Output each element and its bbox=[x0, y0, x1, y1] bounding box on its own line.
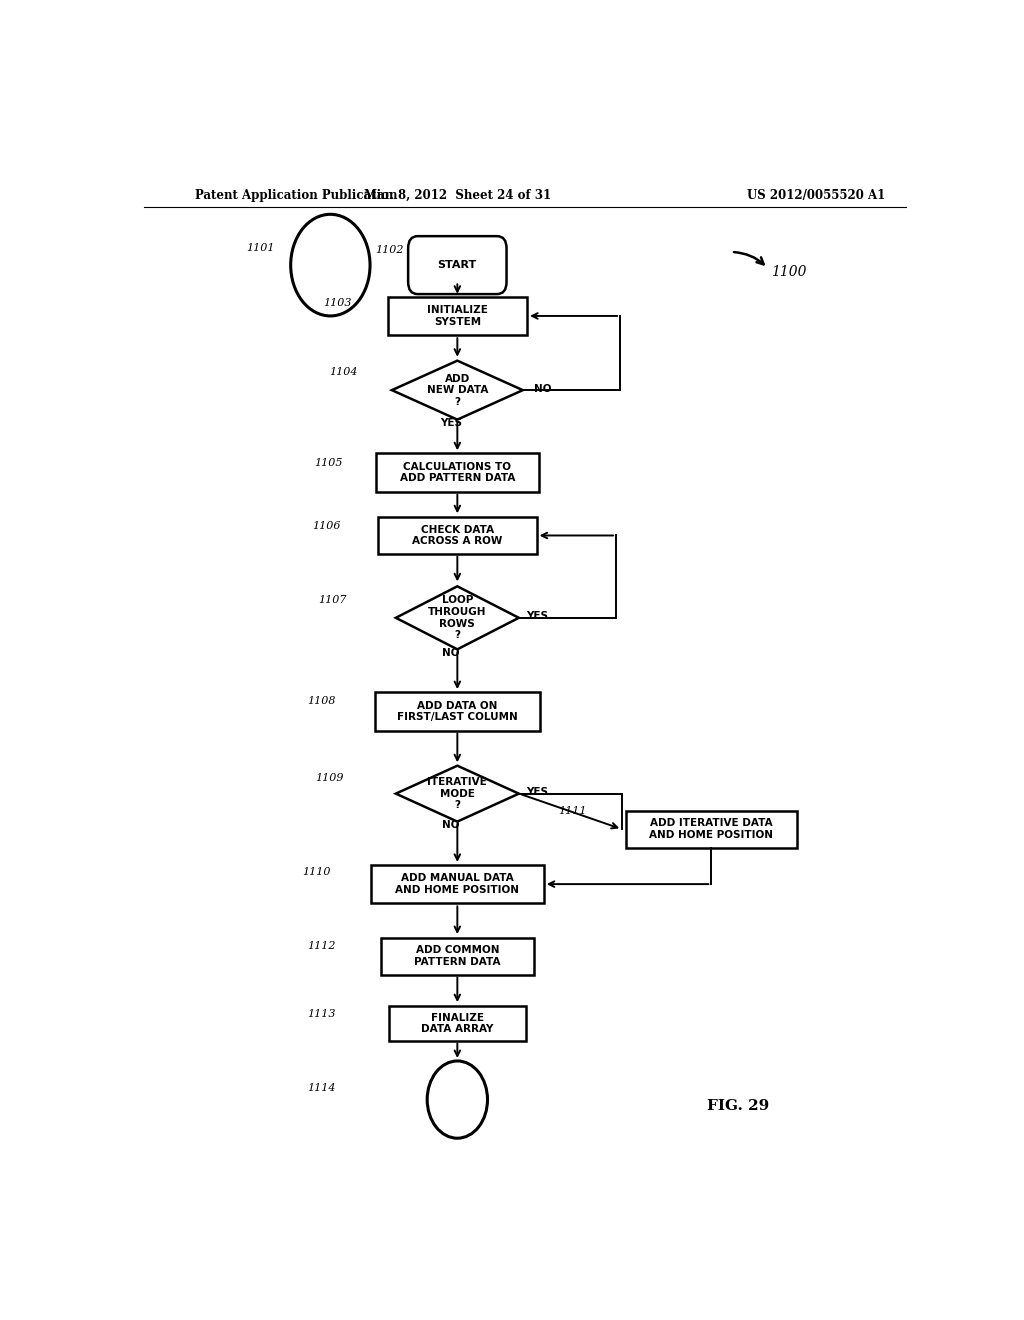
FancyBboxPatch shape bbox=[389, 1006, 525, 1040]
Text: CHECK DATA
ACROSS A ROW: CHECK DATA ACROSS A ROW bbox=[412, 524, 503, 546]
Text: 1106: 1106 bbox=[312, 521, 341, 532]
Text: 1104: 1104 bbox=[330, 367, 358, 376]
Text: 1111: 1111 bbox=[558, 807, 587, 816]
Text: 1108: 1108 bbox=[307, 696, 336, 706]
Text: YES: YES bbox=[526, 611, 549, 620]
Text: 1103: 1103 bbox=[324, 298, 352, 308]
Polygon shape bbox=[396, 586, 519, 649]
Text: ADD ITERATIVE DATA
AND HOME POSITION: ADD ITERATIVE DATA AND HOME POSITION bbox=[649, 818, 773, 840]
Text: LOOP
THROUGH
ROWS
?: LOOP THROUGH ROWS ? bbox=[428, 595, 486, 640]
Text: 1109: 1109 bbox=[315, 774, 344, 783]
Polygon shape bbox=[396, 766, 519, 821]
Text: 1112: 1112 bbox=[307, 941, 336, 952]
Text: YES: YES bbox=[440, 417, 462, 428]
Text: CALCULATIONS TO
ADD PATTERN DATA: CALCULATIONS TO ADD PATTERN DATA bbox=[399, 462, 515, 483]
Text: 1100: 1100 bbox=[771, 265, 806, 280]
FancyBboxPatch shape bbox=[381, 939, 534, 974]
Text: 1113: 1113 bbox=[307, 1010, 336, 1019]
Text: Mar. 8, 2012  Sheet 24 of 31: Mar. 8, 2012 Sheet 24 of 31 bbox=[364, 189, 551, 202]
Text: 1107: 1107 bbox=[317, 594, 346, 605]
Text: NO: NO bbox=[442, 648, 460, 659]
Text: 1110: 1110 bbox=[302, 867, 331, 876]
Text: NO: NO bbox=[535, 384, 552, 395]
Text: 1114: 1114 bbox=[307, 1084, 336, 1093]
Text: Patent Application Publication: Patent Application Publication bbox=[196, 189, 398, 202]
FancyBboxPatch shape bbox=[626, 810, 797, 847]
Text: FIG. 29: FIG. 29 bbox=[708, 1098, 770, 1113]
FancyBboxPatch shape bbox=[378, 517, 537, 554]
Text: 1101: 1101 bbox=[247, 243, 274, 253]
Text: US 2012/0055520 A1: US 2012/0055520 A1 bbox=[748, 189, 886, 202]
Text: NO: NO bbox=[442, 820, 460, 830]
FancyBboxPatch shape bbox=[409, 236, 507, 294]
Text: ADD COMMON
PATTERN DATA: ADD COMMON PATTERN DATA bbox=[414, 945, 501, 968]
Text: ADD
NEW DATA
?: ADD NEW DATA ? bbox=[427, 374, 488, 407]
Text: ADD DATA ON
FIRST/LAST COLUMN: ADD DATA ON FIRST/LAST COLUMN bbox=[397, 701, 518, 722]
Text: YES: YES bbox=[526, 787, 549, 796]
Text: INITIALIZE
SYSTEM: INITIALIZE SYSTEM bbox=[427, 305, 487, 327]
Text: 1102: 1102 bbox=[375, 246, 403, 255]
Circle shape bbox=[291, 214, 370, 315]
Circle shape bbox=[427, 1061, 487, 1138]
FancyBboxPatch shape bbox=[375, 692, 540, 731]
Text: ITERATIVE
MODE
?: ITERATIVE MODE ? bbox=[427, 777, 487, 810]
Text: ADD MANUAL DATA
AND HOME POSITION: ADD MANUAL DATA AND HOME POSITION bbox=[395, 874, 519, 895]
Text: FINALIZE
DATA ARRAY: FINALIZE DATA ARRAY bbox=[421, 1012, 494, 1034]
FancyBboxPatch shape bbox=[388, 297, 526, 335]
FancyBboxPatch shape bbox=[371, 865, 544, 903]
Text: 1105: 1105 bbox=[313, 458, 342, 469]
Polygon shape bbox=[392, 360, 523, 420]
Text: START: START bbox=[437, 260, 477, 271]
FancyBboxPatch shape bbox=[376, 453, 539, 492]
